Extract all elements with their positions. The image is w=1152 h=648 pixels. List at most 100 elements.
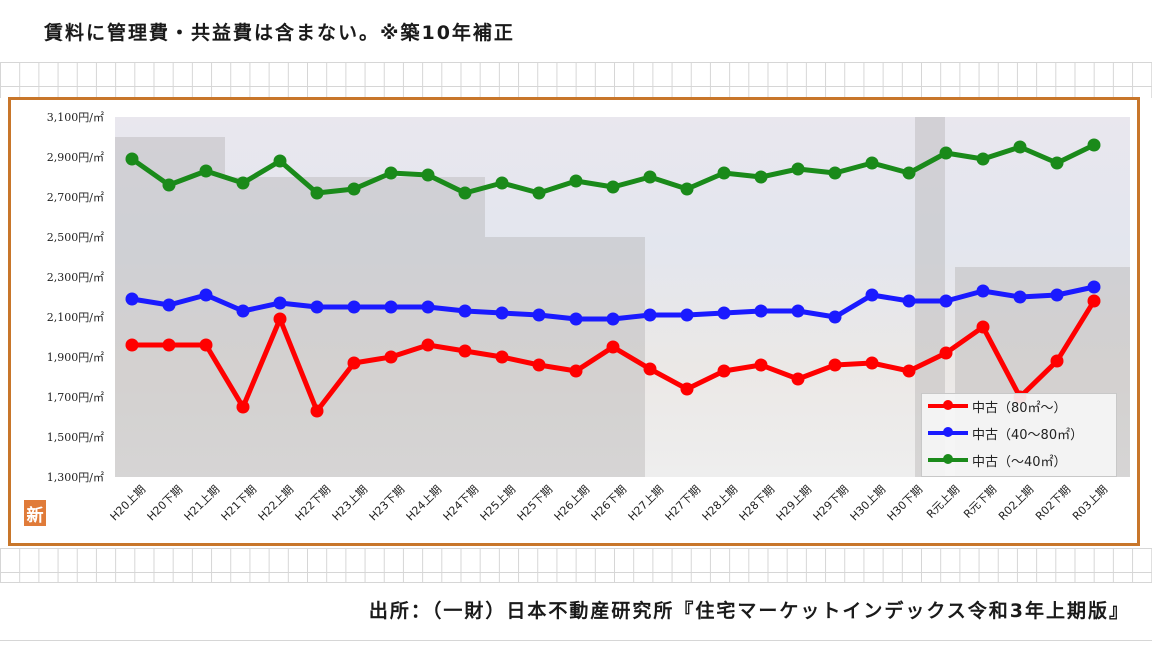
data-point <box>421 168 435 182</box>
sheet-row-line <box>0 640 1152 641</box>
legend-swatch-blue <box>928 427 968 437</box>
data-point <box>606 312 620 326</box>
x-tick-label: H23上期 <box>330 483 371 524</box>
x-tick-label: H27下期 <box>663 483 704 524</box>
data-point <box>458 304 472 318</box>
data-point <box>828 166 842 180</box>
legend-item-blue: 中古（40～80㎡） <box>928 423 1083 443</box>
data-point <box>1050 288 1064 302</box>
x-tick-label: R元上期 <box>924 483 962 521</box>
data-point <box>532 358 546 372</box>
data-point <box>495 176 509 190</box>
data-point <box>1087 280 1101 294</box>
data-point <box>976 284 990 298</box>
data-point <box>939 346 953 360</box>
data-point <box>791 162 805 176</box>
y-tick-label: 2,700円/㎡ <box>47 191 104 204</box>
data-point <box>532 186 546 200</box>
data-point <box>865 288 879 302</box>
data-point <box>791 304 805 318</box>
data-point <box>717 166 731 180</box>
data-point <box>680 382 694 396</box>
data-point <box>532 308 546 322</box>
x-tick-label: H22上期 <box>256 483 297 524</box>
data-point <box>199 164 213 178</box>
sheet-row-line <box>0 62 1152 63</box>
x-tick-label: H22下期 <box>293 483 334 524</box>
data-point <box>791 372 805 386</box>
data-point <box>310 404 324 418</box>
data-point <box>125 292 139 306</box>
data-point <box>680 182 694 196</box>
data-point <box>828 358 842 372</box>
data-point <box>1050 354 1064 368</box>
x-tick-label: H28上期 <box>700 483 741 524</box>
data-point <box>902 364 916 378</box>
data-point <box>1013 290 1027 304</box>
legend-swatch-green <box>928 454 968 464</box>
x-tick-label: H21下期 <box>219 483 260 524</box>
data-point <box>384 166 398 180</box>
chart-legend: 中古（80㎡～） 中古（40～80㎡） 中古（～40㎡） <box>921 393 1117 477</box>
x-tick-label: R02上期 <box>996 483 1036 523</box>
data-point <box>643 308 657 322</box>
building-silhouette <box>225 177 485 477</box>
data-point <box>606 180 620 194</box>
data-point <box>1050 156 1064 170</box>
data-point <box>421 300 435 314</box>
data-point <box>273 296 287 310</box>
x-tick-label: H29上期 <box>774 483 815 524</box>
data-point <box>495 350 509 364</box>
y-tick-label: 2,100円/㎡ <box>47 311 104 324</box>
data-point <box>273 154 287 168</box>
data-point <box>902 166 916 180</box>
data-point <box>1013 140 1027 154</box>
data-point <box>458 186 472 200</box>
legend-item-red: 中古（80㎡～） <box>928 396 1067 416</box>
data-point <box>569 312 583 326</box>
y-tick-label: 1,300円/㎡ <box>47 471 104 484</box>
data-point <box>495 306 509 320</box>
x-tick-label: H25上期 <box>478 483 519 524</box>
data-point <box>754 358 768 372</box>
data-point <box>865 356 879 370</box>
x-tick-label: H24上期 <box>404 483 445 524</box>
data-point <box>162 298 176 312</box>
data-point <box>939 294 953 308</box>
data-point <box>976 320 990 334</box>
data-point <box>569 174 583 188</box>
sheet-grid-upper <box>0 62 1152 98</box>
data-point <box>347 182 361 196</box>
x-tick-label: R02下期 <box>1033 483 1073 523</box>
data-point <box>717 364 731 378</box>
data-point <box>273 312 287 326</box>
data-point <box>310 300 324 314</box>
data-point <box>162 178 176 192</box>
data-point <box>643 170 657 184</box>
y-tick-label: 2,500円/㎡ <box>47 231 104 244</box>
x-tick-label: H27上期 <box>626 483 667 524</box>
x-tick-label: H21上期 <box>182 483 223 524</box>
data-point <box>421 338 435 352</box>
sheet-row-line <box>0 582 1152 583</box>
data-point <box>976 152 990 166</box>
x-tick-label: H30下期 <box>885 483 926 524</box>
x-tick-label: H23下期 <box>367 483 408 524</box>
data-point <box>754 170 768 184</box>
x-tick-label: H25下期 <box>515 483 556 524</box>
data-point <box>569 364 583 378</box>
data-point <box>939 146 953 160</box>
x-tick-label: H26上期 <box>552 483 593 524</box>
y-tick-label: 1,900円/㎡ <box>47 351 104 364</box>
x-axis: H20上期H20下期H21上期H21下期H22上期H22下期H23上期H23下期… <box>108 483 1111 524</box>
data-point <box>643 362 657 376</box>
x-tick-label: H26下期 <box>589 483 630 524</box>
sheet-grid-lower <box>0 548 1152 582</box>
x-tick-label: H20下期 <box>145 483 186 524</box>
data-point <box>754 304 768 318</box>
x-tick-label: H28下期 <box>737 483 778 524</box>
x-tick-label: H30上期 <box>848 483 889 524</box>
y-axis: 3,100円/㎡ 2,900円/㎡ 2,700円/㎡ 2,500円/㎡ 2,300円/㎡… <box>47 111 104 484</box>
data-point <box>310 186 324 200</box>
